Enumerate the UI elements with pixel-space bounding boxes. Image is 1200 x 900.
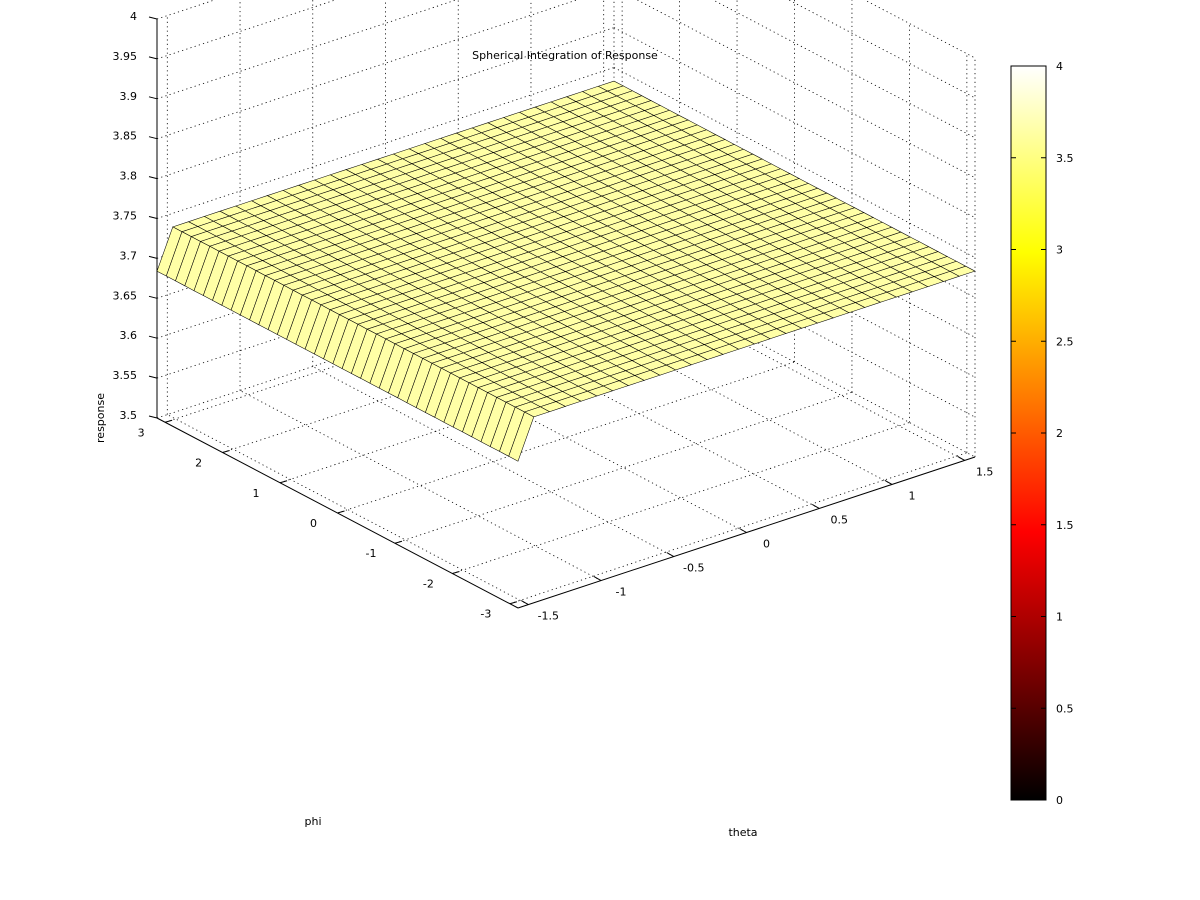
y-tick-mark [509,601,518,605]
grid-line-z-right-8 [712,0,976,139]
grid-line-z-right-0 [613,266,976,458]
x-tick-mark [666,552,675,557]
x-tick-label: 0 [763,538,770,551]
z-tick-mark [148,295,158,299]
y-tick-mark [164,419,173,423]
colorbar-ticks: 0 0.5 1 1.5 2 2.5 3 3.5 4 [1011,60,1074,807]
grid-line-phi-floor-2 [394,391,853,544]
z-tick-label: 3.7 [120,249,138,262]
y-tick-mark [279,480,288,484]
z-tick-mark [148,216,158,219]
grid-line-z-right-3 [613,146,976,338]
y-tick-label: -1 [365,547,376,560]
z-tick-label: 4 [130,10,137,23]
y-axis-title: phi [304,815,321,828]
z-tick-label: 3.85 [113,130,138,143]
z-tick-label: 3.6 [120,329,138,342]
colorbar-tick-label: 1.5 [1056,519,1074,532]
z-tick-mark [148,255,158,259]
grid-line-theta-floor-0 [167,414,529,605]
x-tick-label: 1 [908,489,915,502]
x-tick-label: -0.5 [683,562,704,575]
z-tick-mark [148,96,158,100]
z-tick-label: 3.95 [113,50,138,63]
y-tick-label: -2 [423,577,434,590]
colorbar-gradient [1010,65,1047,801]
grid-line-z-back-8 [156,0,458,100]
z-tick-label: 3.55 [113,369,138,382]
x-tick-label: 0.5 [830,513,848,526]
grid-line-z-right-10 [863,0,976,59]
z-axis-title: response [94,393,107,443]
grid-line-z-right-2 [613,186,976,378]
grid-line-z-back-6 [156,27,615,179]
x-tick-label: 1.5 [976,465,994,478]
colorbar: 0 0.5 1 1.5 2 2.5 3 3.5 4 [1010,60,1074,807]
x-tick-mark [739,528,747,533]
z-tick-label: 3.9 [120,90,138,103]
x-tick-mark [593,576,602,581]
tick-labels: -1.5 -1 -0.5 0 0.5 1 1.5 -3 -2 -1 0 1 2 33.5 3.55 3.6 3.… [113,10,994,623]
grid-line-z-back-7 [156,0,579,140]
x-axis-title: theta [728,826,757,839]
x-tick-mark [811,504,820,509]
x-tick-mark [884,480,893,485]
grid-line-z-back-9 [156,0,337,60]
y-tick-label: 0 [310,517,317,530]
axes [148,16,976,609]
grid-line-phi-floor-3 [337,361,795,514]
grid-line-phi-floor-1 [452,422,910,574]
z-tick-label: 3.5 [120,409,138,422]
z-tick-label: 3.65 [113,289,138,302]
grid-line-z-right-1 [613,226,976,418]
grid-line-z-back-5 [156,67,615,219]
grid-line-z-right-9 [788,0,976,99]
grid-line-theta-floor-2 [312,366,674,557]
surface-plot [156,80,976,462]
grid-line-z-right-7 [636,0,976,179]
z-tick-label: 3.75 [113,210,138,223]
y-tick-mark [337,510,345,514]
chart-title: Spherical Integration of Response [472,49,658,62]
y-tick-mark [394,540,403,544]
grid-line-z-right-6 [613,27,976,218]
y-tick-mark [222,450,230,454]
grid-line-theta-floor-1 [239,390,602,581]
z-tick-mark [148,136,158,140]
z-tick-mark [148,415,158,419]
colorbar-tick-label: 0 [1056,794,1063,807]
z-tick-label: 3.8 [120,170,138,183]
z-tick-mark [148,56,158,60]
z-tick-mark [148,375,158,379]
y-tick-label: 3 [138,426,145,439]
z-tick-mark [148,16,158,20]
surface-cell [508,411,535,462]
z-tick-mark [148,176,158,180]
x-tick-mark [521,600,529,606]
grid-line-phi-floor-0 [509,452,967,605]
y-tick-mark [452,570,460,574]
y-tick-label: 1 [253,487,260,500]
grid-line-z-right-5 [613,67,976,258]
z-tick-mark [148,335,158,339]
colorbar-tick-label: 3 [1056,244,1063,257]
x-tick-label: -1 [616,586,627,599]
colorbar-tick-label: 1 [1056,611,1063,624]
y-tick-label: -3 [480,608,491,621]
colorbar-tick-label: 2 [1056,427,1063,440]
y-tick-label: 2 [195,457,202,470]
colorbar-tick-label: 4 [1056,60,1063,73]
x-tick-label: -1.5 [538,610,559,623]
colorbar-tick-label: 2.5 [1056,335,1074,348]
colorbar-tick-label: 3.5 [1056,152,1074,165]
colorbar-tick-label: 0.5 [1056,702,1074,715]
x-tick-mark [957,455,965,461]
